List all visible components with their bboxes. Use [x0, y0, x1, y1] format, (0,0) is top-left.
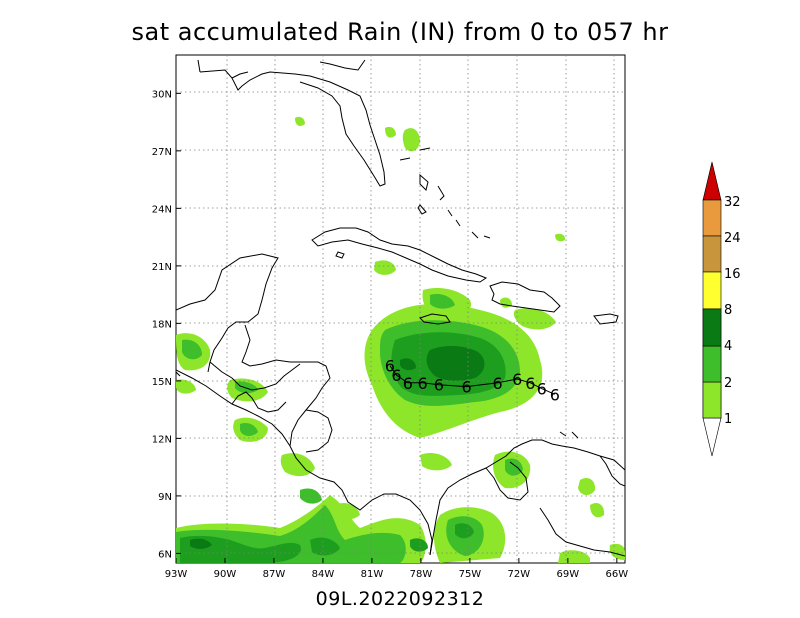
colorbar: 32 24 16 8 4 2 1	[702, 161, 741, 457]
colorbar-top-triangle	[702, 161, 722, 201]
storm-position-marker: 6	[550, 385, 560, 404]
lon-tick-label: 69W	[557, 569, 580, 580]
colorbar-swatch-1	[702, 381, 722, 419]
map-title: sat accumulated Rain (IN) from 0 to 057 …	[131, 18, 669, 46]
lat-tick-label: 12N	[152, 434, 172, 445]
storm-position-marker: 6	[462, 378, 472, 397]
storm-track-line	[389, 365, 555, 395]
colorbar-swatch-4	[702, 308, 722, 347]
storm-position-marker: 6	[417, 374, 427, 393]
storm-position-marker: 6	[403, 374, 413, 393]
storm-position-marker: 6	[525, 374, 535, 393]
lat-tick-label: 24N	[152, 204, 172, 215]
colorbar-swatch-16-24	[702, 235, 722, 273]
lon-tick-label: 90W	[214, 569, 237, 580]
lon-tick-label: 84W	[312, 569, 335, 580]
lat-tick-label: 30N	[152, 89, 172, 100]
storm-position-marker: 6	[493, 374, 503, 393]
lat-tick-label: 18N	[152, 319, 172, 330]
lat-tick-label: 9N	[158, 492, 172, 503]
colorbar-label: 8	[724, 303, 732, 318]
colorbar-label: 24	[724, 231, 741, 246]
colorbar-label: 1	[724, 412, 732, 427]
storm-position-marker: 6	[537, 380, 547, 399]
lon-tick-label: 93W	[165, 569, 188, 580]
lon-tick-label: 66W	[606, 569, 629, 580]
lat-tick-label: 21N	[152, 262, 172, 273]
lat-tick-label: 6N	[158, 549, 172, 560]
colorbar-label: 2	[724, 376, 732, 391]
storm-position-marker: 6	[434, 376, 444, 395]
lon-tick-label: 81W	[361, 569, 384, 580]
forecast-id: 09L.2022092312	[315, 588, 485, 610]
colorbar-label: 32	[724, 195, 741, 210]
colorbar-bottom-triangle	[702, 417, 722, 457]
lon-tick-label: 72W	[508, 569, 531, 580]
colorbar-swatch-2	[702, 345, 722, 383]
storm-track: 66 6 6 6 6 6 6 6 6 6	[385, 357, 560, 405]
coastlines	[176, 59, 625, 557]
rainfall-shading	[176, 116, 625, 563]
storm-position-marker: 6	[512, 370, 522, 389]
map-grid	[176, 55, 625, 563]
lat-tick-label: 27N	[152, 147, 172, 158]
colorbar-label: 16	[724, 267, 741, 282]
lat-tick-label: 15N	[152, 377, 172, 388]
colorbar-label: 4	[724, 339, 732, 354]
longitude-axis: 93W 90W 87W 84W 81W 78W 75W 72W 69W 66W	[165, 558, 629, 580]
lon-tick-label: 78W	[410, 569, 433, 580]
storm-position-marker: 6	[391, 366, 401, 385]
map-frame	[175, 54, 626, 564]
colorbar-swatch-24-32	[702, 199, 722, 237]
lon-tick-label: 87W	[263, 569, 286, 580]
lon-tick-label: 75W	[459, 569, 482, 580]
colorbar-swatch-8-16	[702, 271, 722, 310]
latitude-axis: 30N 27N 24N 21N 18N 15N 12N 9N 6N	[152, 89, 181, 560]
storm-position-marker: 6	[385, 357, 395, 376]
